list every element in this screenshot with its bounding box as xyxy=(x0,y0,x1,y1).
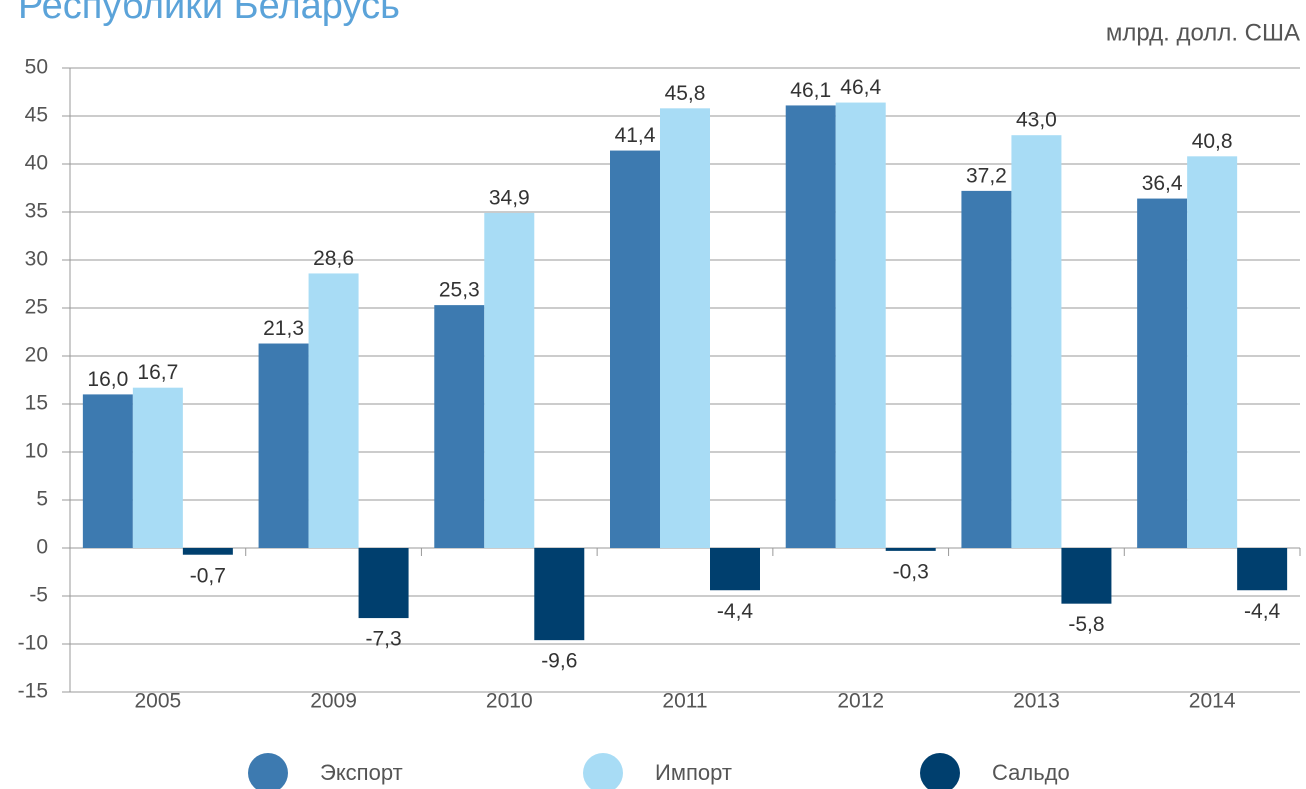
y-tick-label: -5 xyxy=(29,584,48,607)
legend-swatch xyxy=(583,753,623,789)
y-tick-label: 40 xyxy=(25,152,48,175)
bar xyxy=(610,150,660,548)
bar xyxy=(484,212,535,548)
y-tick-label: 50 xyxy=(25,56,48,79)
y-tick-label: 20 xyxy=(25,344,48,367)
y-tick-label: 15 xyxy=(25,392,48,415)
legend-swatch xyxy=(920,753,960,789)
data-label: -7,3 xyxy=(365,628,401,651)
x-tick-label: 2011 xyxy=(662,690,707,713)
unit-label: млрд. долл. США xyxy=(1106,19,1300,46)
data-label: -9,6 xyxy=(541,650,577,673)
data-label: 21,3 xyxy=(263,317,304,340)
data-label: -0,7 xyxy=(190,564,226,587)
y-tick-label: 30 xyxy=(25,248,48,271)
bar xyxy=(1187,156,1238,548)
x-tick-label: 2012 xyxy=(837,690,884,713)
data-label: 43,0 xyxy=(1016,109,1057,132)
data-label: -5,8 xyxy=(1068,613,1104,636)
data-label: 37,2 xyxy=(966,164,1007,187)
bar xyxy=(182,548,233,555)
y-tick-label: 45 xyxy=(25,104,48,127)
y-tick-label: 10 xyxy=(25,440,48,463)
bar xyxy=(1061,548,1112,604)
y-tick-label: 25 xyxy=(25,296,48,319)
data-label: 16,7 xyxy=(137,361,178,384)
legend-swatch xyxy=(248,753,288,789)
data-label: 40,8 xyxy=(1192,130,1233,153)
y-tick-label: -15 xyxy=(18,680,48,703)
bar xyxy=(1011,135,1062,548)
x-tick-label: 2009 xyxy=(310,690,357,713)
data-label: 36,4 xyxy=(1142,172,1183,195)
x-tick-label: 2005 xyxy=(134,690,181,713)
data-label: 46,1 xyxy=(790,79,831,102)
bar xyxy=(1237,548,1288,591)
data-label: 28,6 xyxy=(313,247,354,270)
bar xyxy=(835,102,886,548)
data-label: 41,4 xyxy=(615,124,656,147)
y-tick-label: 35 xyxy=(25,200,48,223)
y-tick-label: 5 xyxy=(36,488,48,511)
bar xyxy=(358,548,409,619)
y-tick-label: 0 xyxy=(36,536,48,559)
data-label: 25,3 xyxy=(439,279,480,302)
bar xyxy=(82,394,133,548)
x-tick-label: 2014 xyxy=(1189,690,1236,713)
chart-title: Республики Беларусь xyxy=(18,0,400,27)
bar xyxy=(132,387,183,548)
legend-label: Экспорт xyxy=(320,760,403,785)
bar xyxy=(258,343,309,548)
bar xyxy=(961,190,1012,548)
data-label: 45,8 xyxy=(665,82,706,105)
bar xyxy=(308,273,359,548)
x-tick-label: 2010 xyxy=(486,690,533,713)
data-label: 16,0 xyxy=(87,368,128,391)
y-tick-label: -10 xyxy=(18,632,48,655)
legend-label: Сальдо xyxy=(992,760,1070,785)
bar xyxy=(434,305,485,548)
data-label: -4,4 xyxy=(717,600,754,623)
bar xyxy=(710,548,760,591)
bar xyxy=(785,105,836,548)
x-tick-label: 2013 xyxy=(1013,690,1060,713)
data-label: -0,3 xyxy=(893,560,929,583)
bar xyxy=(1137,198,1188,548)
legend-label: Импорт xyxy=(655,760,732,785)
data-label: 46,4 xyxy=(840,76,881,99)
bar xyxy=(534,548,585,641)
bar xyxy=(660,108,710,548)
bar xyxy=(885,548,936,551)
data-label: -4,4 xyxy=(1244,600,1281,623)
data-label: 34,9 xyxy=(489,187,530,210)
